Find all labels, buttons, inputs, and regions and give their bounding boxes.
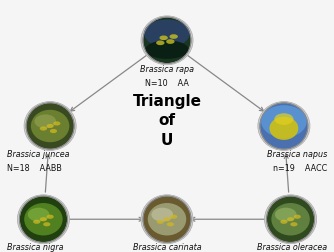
Ellipse shape (53, 121, 60, 125)
Ellipse shape (170, 215, 177, 219)
Ellipse shape (141, 195, 193, 244)
Ellipse shape (34, 114, 56, 128)
Ellipse shape (46, 215, 54, 219)
Text: Brassica oleracea: Brassica oleracea (257, 243, 327, 252)
Ellipse shape (50, 129, 57, 133)
Ellipse shape (274, 113, 294, 125)
Ellipse shape (271, 203, 310, 235)
Ellipse shape (28, 208, 49, 222)
Ellipse shape (159, 36, 168, 40)
Ellipse shape (141, 16, 193, 65)
Text: n=19    AACC: n=19 AACC (273, 164, 327, 173)
Ellipse shape (166, 39, 175, 44)
Ellipse shape (270, 117, 298, 140)
Ellipse shape (151, 208, 173, 222)
Ellipse shape (40, 217, 47, 221)
Text: Brassica napus: Brassica napus (267, 150, 327, 159)
Text: N=18    AABB: N=18 AABB (7, 164, 61, 173)
Ellipse shape (24, 102, 76, 150)
Ellipse shape (169, 34, 178, 39)
Ellipse shape (157, 220, 164, 224)
Ellipse shape (143, 17, 191, 64)
Ellipse shape (31, 110, 69, 142)
Ellipse shape (24, 203, 63, 235)
Ellipse shape (261, 105, 307, 138)
Ellipse shape (167, 222, 174, 226)
Ellipse shape (280, 220, 288, 224)
Ellipse shape (46, 124, 54, 128)
Ellipse shape (43, 222, 50, 226)
Ellipse shape (265, 195, 317, 244)
Ellipse shape (144, 19, 190, 47)
Ellipse shape (33, 220, 40, 224)
Text: Brassica nigra: Brassica nigra (7, 243, 63, 252)
Ellipse shape (148, 203, 186, 235)
Ellipse shape (290, 222, 298, 226)
Ellipse shape (40, 127, 47, 131)
Text: N=10    AA: N=10 AA (145, 79, 189, 88)
Ellipse shape (26, 103, 74, 149)
Text: Brassica rapa: Brassica rapa (140, 65, 194, 74)
Text: Brassica carinata: Brassica carinata (133, 243, 201, 252)
Ellipse shape (260, 103, 308, 149)
Ellipse shape (294, 215, 301, 219)
Ellipse shape (17, 195, 69, 244)
Ellipse shape (275, 208, 297, 222)
Text: Triangle
of
U: Triangle of U (133, 94, 201, 148)
Ellipse shape (267, 196, 315, 242)
Ellipse shape (163, 217, 171, 221)
Text: Brassica juncea: Brassica juncea (7, 150, 69, 159)
Ellipse shape (143, 196, 191, 242)
Ellipse shape (258, 102, 310, 150)
Ellipse shape (19, 196, 67, 242)
Ellipse shape (145, 40, 189, 59)
Ellipse shape (287, 217, 294, 221)
Ellipse shape (156, 41, 165, 45)
